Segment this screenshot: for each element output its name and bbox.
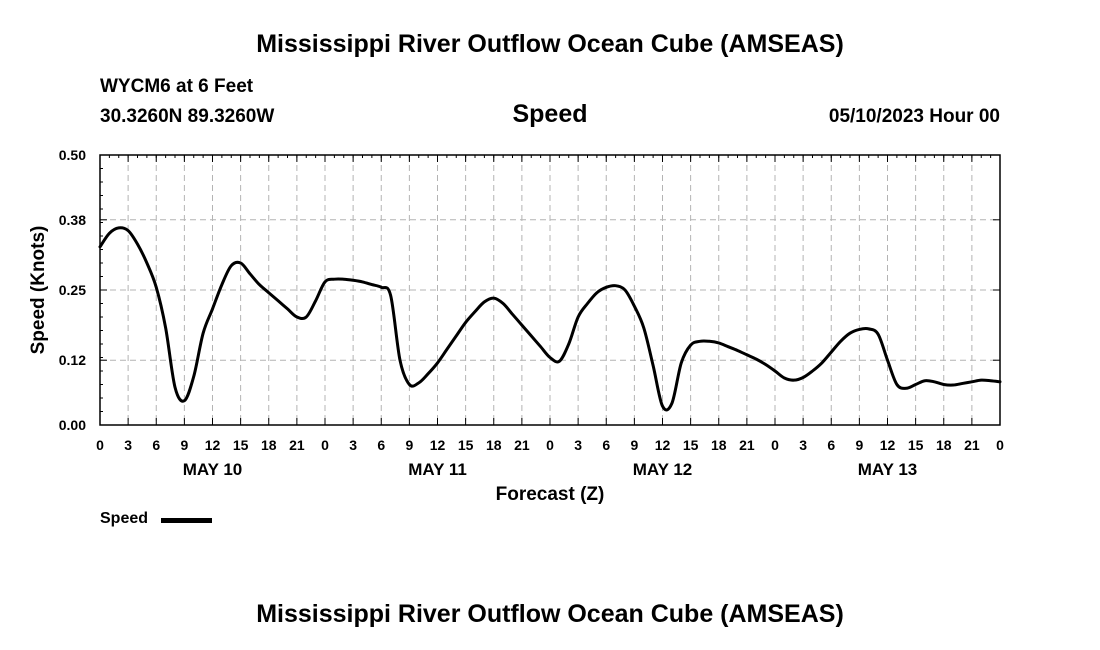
grid	[100, 155, 1000, 425]
chart-title: Speed	[512, 100, 588, 128]
x-tick-label: 6	[377, 437, 385, 453]
x-tick-label: 12	[655, 437, 671, 453]
x-tick-label: 0	[996, 437, 1004, 453]
x-axis-title: Forecast (Z)	[496, 484, 605, 505]
x-tick-label: 9	[405, 437, 413, 453]
y-tick-label: 0.50	[59, 147, 86, 163]
x-tick-label: 15	[458, 437, 474, 453]
y-tick-label: 0.25	[59, 282, 86, 298]
legend-swatch	[161, 518, 212, 523]
x-tick-label: 18	[711, 437, 727, 453]
x-tick-label: 6	[152, 437, 160, 453]
footer-title: Mississippi River Outflow Ocean Cube (AM…	[256, 600, 844, 628]
x-tick-label: 0	[546, 437, 554, 453]
x-tick-label: 3	[349, 437, 357, 453]
y-axis-title: Speed (Knots)	[28, 226, 49, 355]
x-tick-label: 6	[827, 437, 835, 453]
speed-series-line	[98, 226, 1002, 412]
x-tick-label: 12	[880, 437, 896, 453]
x-tick-label: 0	[96, 437, 104, 453]
x-tick-label: 3	[799, 437, 807, 453]
x-tick-label: 15	[233, 437, 249, 453]
x-tick-label: 21	[964, 437, 980, 453]
y-tick-label: 0.00	[59, 417, 86, 433]
x-tick-label: 12	[430, 437, 446, 453]
axis-ticks	[99, 154, 1001, 426]
x-tick-label: 9	[630, 437, 638, 453]
y-tick-label: 0.38	[59, 212, 86, 228]
axis-labels: 0 3 6 9 12 15 18 21 0 3 6 9 12 15 18 21 0 3 6 9 12 15 18 21 0 3 6 9…	[59, 147, 1004, 479]
day-label: MAY 13	[858, 460, 918, 479]
x-tick-label: 6	[602, 437, 610, 453]
page-title: Mississippi River Outflow Ocean Cube (AM…	[256, 30, 844, 58]
x-tick-label: 21	[289, 437, 305, 453]
x-tick-label: 15	[683, 437, 699, 453]
x-tick-label: 9	[180, 437, 188, 453]
y-tick-label: 0.12	[59, 352, 86, 368]
x-tick-label: 15	[908, 437, 924, 453]
day-label: MAY 10	[183, 460, 243, 479]
legend-label: Speed	[100, 510, 149, 527]
x-tick-label: 0	[771, 437, 779, 453]
x-tick-label: 21	[739, 437, 755, 453]
x-tick-label: 18	[936, 437, 952, 453]
station-label: WYCM6 at 6 Feet	[100, 76, 254, 97]
x-tick-label: 9	[855, 437, 863, 453]
day-label: MAY 12	[633, 460, 693, 479]
x-tick-label: 0	[321, 437, 329, 453]
coordinates-label: 30.3260N 89.3260W	[100, 106, 275, 127]
day-label: MAY 11	[408, 460, 467, 479]
x-tick-label: 18	[261, 437, 277, 453]
date-label: 05/10/2023 Hour 00	[828, 106, 1000, 127]
x-tick-label: 12	[205, 437, 221, 453]
x-tick-label: 21	[514, 437, 530, 453]
x-tick-label: 3	[574, 437, 582, 453]
x-tick-label: 18	[486, 437, 502, 453]
x-tick-label: 3	[124, 437, 132, 453]
